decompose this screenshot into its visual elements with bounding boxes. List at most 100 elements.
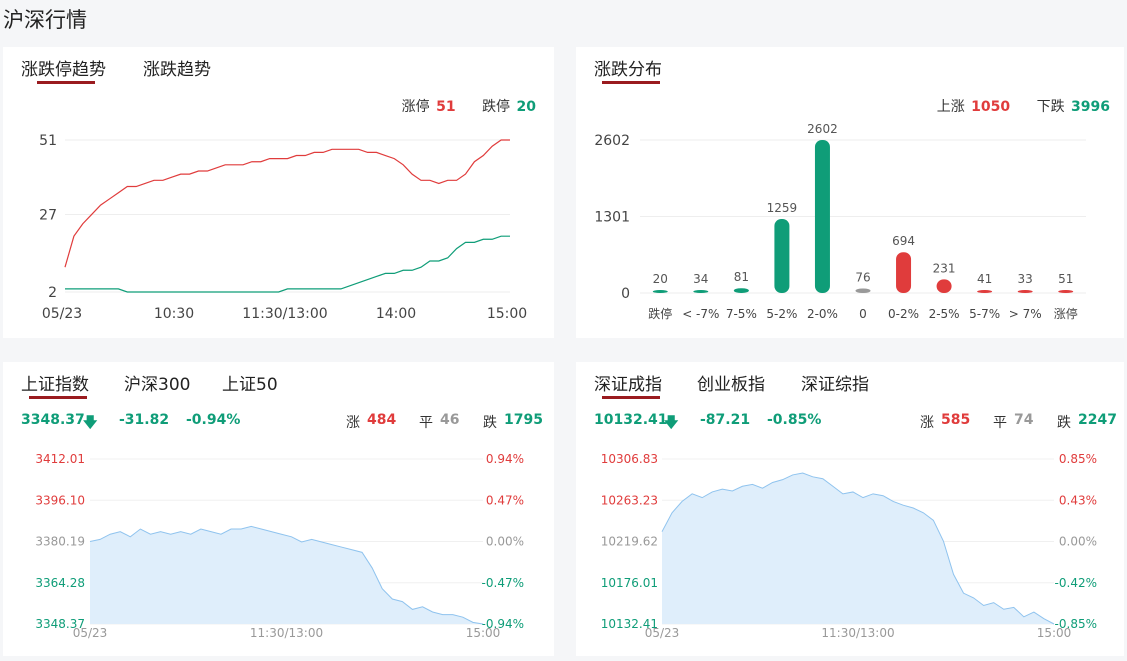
x-tick-label: 5-7% [969, 307, 1000, 321]
tab-szse-composite[interactable]: 深证综指 [801, 375, 869, 395]
up-label: 涨 [346, 415, 360, 431]
active-tab-indicator [37, 81, 95, 84]
active-tab-indicator [602, 81, 660, 84]
x-tick-label: 11:30/13:00 [250, 626, 323, 640]
bar-value-label: 231 [933, 261, 956, 275]
limit-down-value: 20 [516, 99, 536, 115]
up-value: 1050 [971, 99, 1011, 115]
x-tick-label: 14:00 [376, 306, 416, 322]
y-tick-label-right: -0.94% [482, 617, 524, 631]
y-tick-label-left: 3364.28 [35, 576, 85, 590]
bar [855, 288, 871, 293]
tab-sse50[interactable]: 上证50 [222, 375, 278, 395]
down-arrow-icon: 🡇 [83, 415, 98, 431]
y-tick-label-left: 3412.01 [35, 452, 85, 466]
y-tick-label-left: 10263.23 [601, 493, 658, 507]
y-tick-label-left: 10306.83 [601, 452, 658, 466]
y-tick-label-left: 10132.41 [601, 617, 658, 631]
sh-change: -31.82 [119, 412, 170, 428]
bar-value-label: 41 [977, 272, 992, 286]
tab-chinext[interactable]: 创业板指 [697, 375, 765, 395]
limit-up-value: 51 [436, 99, 456, 115]
flat-count: 46 [440, 412, 460, 428]
x-tick-label: 15:00 [1037, 626, 1072, 640]
y-tick-label: 0 [621, 286, 630, 302]
tab-up-down-trend[interactable]: 涨跌趋势 [143, 60, 211, 80]
page-title: 沪深行情 [3, 8, 87, 32]
y-tick-label-right: -0.42% [1055, 576, 1097, 590]
tab-distribution[interactable]: 涨跌分布 [594, 60, 662, 80]
up-label: 上涨 [936, 99, 965, 115]
limit-up-label: 涨停 [401, 99, 430, 115]
bar-value-label: 1259 [767, 201, 798, 215]
bar [896, 252, 912, 293]
y-tick-label-right: -0.85% [1055, 617, 1097, 631]
x-tick-label: 0 [859, 307, 867, 321]
distribution-summary: 上涨 1050 下跌 3996 [935, 96, 1110, 116]
y-tick-label-left: 3380.19 [35, 535, 85, 549]
up-count: 484 [367, 412, 397, 428]
bar [774, 218, 790, 293]
up-label: 涨 [920, 415, 934, 431]
sh-intraday-chart: 3412.01 0.94% 3396.10 0.47% 3380.19 0.00% 3364… [35, 452, 524, 640]
bar-value-label: 694 [892, 234, 915, 248]
sh-index-card: 上证指数 沪深300 上证50 3348.37 🡇 -31.82 -0.94% … [3, 362, 554, 656]
y-tick-label-right: 0.43% [1059, 493, 1097, 507]
y-tick-label-right: 0.00% [486, 535, 524, 549]
x-tick-label: 2-5% [929, 307, 960, 321]
bar-value-label: 34 [693, 272, 708, 286]
sz-price: 10132.41 [594, 412, 668, 428]
y-tick-label-left: 3396.10 [35, 493, 85, 507]
up-count: 585 [941, 412, 971, 428]
bar [733, 288, 749, 293]
limit-summary: 涨停 51 跌停 20 [400, 96, 536, 116]
y-tick-label: 2602 [594, 133, 630, 149]
y-tick-label: 51 [39, 133, 57, 149]
down-label: 下跌 [1036, 99, 1065, 115]
bar-value-label: 51 [1058, 272, 1073, 286]
x-tick-label: < -7% [682, 307, 719, 321]
price-line [661, 472, 1055, 625]
x-tick-label: 跌停 [648, 306, 672, 321]
sh-price: 3348.37 [21, 412, 85, 428]
down-label: 跌 [483, 415, 497, 431]
limit-trend-card: 涨跌停趋势 涨跌趋势 涨停 51 跌停 20 51 27 2 05/23 10:30 11… [3, 47, 554, 338]
x-tick-label: 05/23 [73, 626, 108, 640]
y-tick-label-left: 3348.37 [35, 617, 85, 631]
tab-csi300[interactable]: 沪深300 [124, 375, 191, 395]
flat-count: 74 [1014, 412, 1034, 428]
x-tick-label: 05/23 [645, 626, 680, 640]
tab-szse-component[interactable]: 深证成指 [594, 375, 662, 395]
down-arrow-icon: 🡇 [664, 415, 679, 431]
tab-sse-composite[interactable]: 上证指数 [21, 375, 89, 395]
sz-change-pct: -0.85% [767, 412, 822, 428]
sz-change: -87.21 [700, 412, 751, 428]
x-tick-label: 5-2% [766, 307, 797, 321]
bar [652, 290, 668, 293]
x-tick-label: 15:00 [466, 626, 501, 640]
y-tick-label-right: 0.47% [486, 493, 524, 507]
flat-label: 平 [993, 415, 1007, 431]
x-tick-label: > 7% [1009, 307, 1042, 321]
sz-index-card: 深证成指 创业板指 深证综指 10132.41 🡇 -87.21 -0.85% … [576, 362, 1124, 656]
sz-intraday-chart: 10306.83 0.85% 10263.23 0.43% 10219.62 0.00% 1… [601, 452, 1097, 640]
bar-value-label: 33 [1018, 272, 1033, 286]
distribution-chart: 2602 1301 0 20 跌停 34 < -7% 81 7-5% 1259 5-2% 2602 2-… [594, 122, 1086, 321]
y-tick-label-right: 0.00% [1059, 535, 1097, 549]
x-tick-label: 15:00 [487, 306, 527, 322]
sh-change-pct: -0.94% [186, 412, 241, 428]
x-tick-label: 10:30 [154, 306, 194, 322]
down-label: 跌 [1057, 415, 1071, 431]
x-tick-label: 11:30/13:00 [242, 306, 327, 322]
flat-label: 平 [419, 415, 433, 431]
tab-limit-trend[interactable]: 涨跌停趋势 [21, 60, 106, 80]
y-tick-label: 1301 [594, 210, 630, 226]
x-tick-label: 涨停 [1054, 306, 1078, 321]
x-tick-label: 7-5% [726, 307, 757, 321]
y-tick-label: 27 [39, 207, 57, 223]
y-tick-label-right: -0.47% [482, 576, 524, 590]
x-tick-label: 2-0% [807, 307, 838, 321]
bar [936, 279, 952, 293]
price-area [662, 473, 1054, 624]
x-tick-label: 11:30/13:00 [821, 626, 894, 640]
